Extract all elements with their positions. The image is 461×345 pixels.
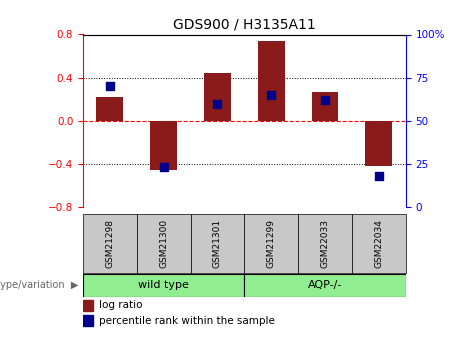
Bar	[365, 121, 392, 166]
Text: AQP-/-: AQP-/-	[308, 280, 342, 290]
Bar	[352, 214, 406, 273]
Text: wild type: wild type	[138, 280, 189, 290]
Bar	[83, 315, 93, 326]
Text: GSM21299: GSM21299	[267, 219, 276, 268]
Point	[321, 97, 329, 103]
Bar	[137, 214, 190, 273]
Bar	[190, 214, 244, 273]
Text: GSM21298: GSM21298	[106, 219, 114, 268]
Point	[375, 173, 383, 179]
Bar	[83, 274, 244, 297]
Point	[267, 92, 275, 98]
Bar	[244, 214, 298, 273]
Text: genotype/variation  ▶: genotype/variation ▶	[0, 280, 78, 290]
Bar	[244, 274, 406, 297]
Text: log ratio: log ratio	[99, 300, 142, 310]
Bar	[312, 92, 338, 121]
Bar	[83, 300, 93, 311]
Point	[214, 101, 221, 106]
Point	[160, 165, 167, 170]
Bar	[298, 214, 352, 273]
Bar	[83, 214, 137, 273]
Title: GDS900 / H3135A11: GDS900 / H3135A11	[173, 18, 316, 32]
Point	[106, 83, 113, 89]
Bar	[204, 73, 231, 121]
Text: percentile rank within the sample: percentile rank within the sample	[99, 316, 275, 326]
Bar	[96, 97, 123, 121]
Text: GSM21300: GSM21300	[159, 219, 168, 268]
Bar	[258, 41, 284, 121]
Text: GSM22034: GSM22034	[374, 219, 383, 268]
Text: GSM21301: GSM21301	[213, 219, 222, 268]
Text: GSM22033: GSM22033	[320, 219, 330, 268]
Bar	[150, 121, 177, 170]
